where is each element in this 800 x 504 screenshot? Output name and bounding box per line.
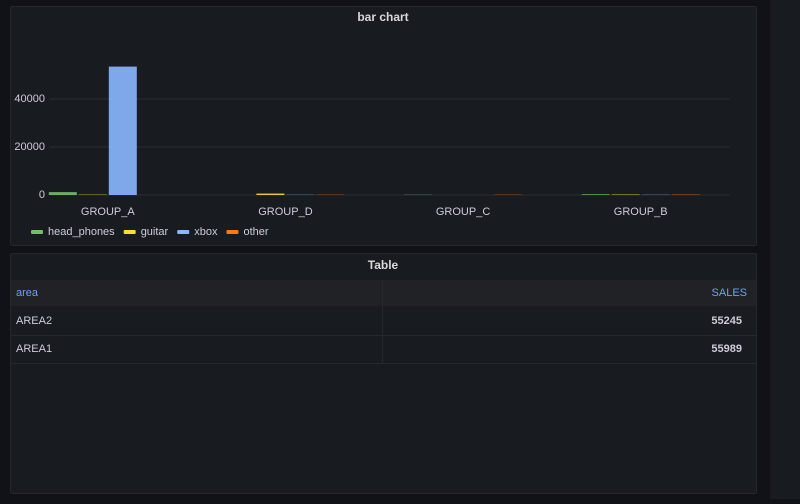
table-cell: AREA2 xyxy=(16,315,52,327)
bar xyxy=(256,194,284,195)
bar xyxy=(582,194,610,195)
x-tick-label: GROUP_C xyxy=(436,206,490,218)
column-header: area xyxy=(16,287,39,299)
bar xyxy=(109,67,137,195)
legend-swatch xyxy=(226,230,238,234)
chart-title: bar chart xyxy=(357,10,408,24)
legend-swatch xyxy=(124,230,136,234)
y-tick-label: 40000 xyxy=(14,93,45,105)
column-header: SALES xyxy=(712,287,747,299)
y-tick-label: 0 xyxy=(39,189,45,201)
table-cell: 55989 xyxy=(711,343,742,355)
legend-label: head_phones xyxy=(48,226,115,238)
legend-swatch xyxy=(177,230,189,234)
table-header xyxy=(11,280,756,306)
legend-label: guitar xyxy=(141,226,169,238)
table-title: Table xyxy=(368,258,399,272)
scroll-area xyxy=(770,0,800,499)
legend-label: xbox xyxy=(194,226,218,238)
x-tick-label: GROUP_B xyxy=(614,206,668,218)
x-tick-label: GROUP_D xyxy=(258,206,312,218)
table-cell: AREA1 xyxy=(16,343,52,355)
x-tick-label: GROUP_A xyxy=(81,206,135,218)
bar xyxy=(49,192,77,195)
table-cell: 55245 xyxy=(711,315,742,327)
legend-label: other xyxy=(243,226,268,238)
y-tick-label: 20000 xyxy=(14,141,45,153)
legend-swatch xyxy=(31,230,43,234)
